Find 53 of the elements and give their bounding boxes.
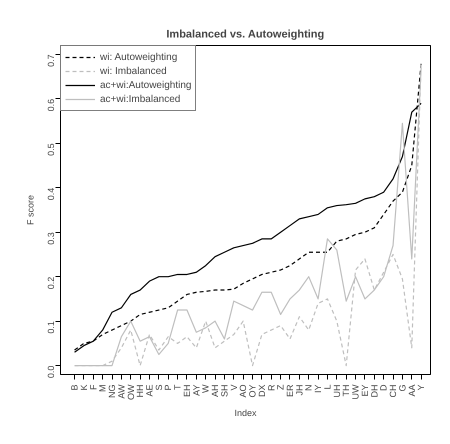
x-tick-label: L xyxy=(322,384,332,390)
x-tick-label: AE xyxy=(144,384,154,397)
legend-label: wi: Imbalanced xyxy=(100,66,167,76)
x-tick-label: AA xyxy=(406,384,417,397)
x-tick-label: V xyxy=(228,384,239,391)
x-tick-label: JH xyxy=(294,384,304,396)
y-axis-title: F score xyxy=(26,194,36,226)
x-tick-label: M xyxy=(98,384,108,392)
x-tick-label: T xyxy=(172,384,183,390)
y-tick-label: 0.0 xyxy=(46,366,56,378)
legend-label: ac+wi:Autoweighting xyxy=(100,80,192,90)
x-tick-label: Z xyxy=(276,384,286,390)
y-tick-label: 0.3 xyxy=(46,232,56,245)
x-tick-label: EY xyxy=(360,384,370,397)
x-tick-label: SH xyxy=(219,384,230,397)
x-tick-label: R xyxy=(266,384,276,391)
y-tick-label: 0.1 xyxy=(46,321,56,334)
x-tick-label: UH xyxy=(332,384,342,398)
x-tick-label: NG xyxy=(107,384,118,398)
y-tick-label: 0.6 xyxy=(46,98,56,112)
chart-title: Imbalanced vs. Autoweighting xyxy=(166,28,324,40)
x-tick-label: Y xyxy=(416,384,426,391)
x-tick-label: P xyxy=(163,384,174,391)
x-tick-label: TH xyxy=(341,384,352,396)
x-tick-label: OW xyxy=(126,384,136,400)
x-tick-label: D xyxy=(378,384,389,391)
x-tick-label: DH xyxy=(369,384,380,398)
x-tick-label: IY xyxy=(313,384,324,394)
x-tick-label: AO xyxy=(238,384,248,398)
x-tick-label: W xyxy=(200,384,211,393)
legend-label: ac+wi:Imbalanced xyxy=(100,94,180,104)
x-tick-label: G xyxy=(397,384,408,392)
x-tick-label: EH xyxy=(182,384,192,397)
y-tick-label: 0.2 xyxy=(46,276,56,290)
legend-label: wi: Autoweighting xyxy=(100,52,178,62)
x-axis-title: Index xyxy=(234,408,258,418)
x-tick-label: N xyxy=(304,384,314,391)
y-tick-label: 0.5 xyxy=(46,143,56,156)
x-tick-label: B xyxy=(70,384,80,391)
x-tick-label: CH xyxy=(388,384,398,398)
x-tick-label: F xyxy=(88,384,98,390)
y-tick-label: 0.4 xyxy=(46,188,56,200)
x-tick-label: DX xyxy=(256,384,267,397)
x-tick-label: ER xyxy=(284,384,295,397)
x-tick-label: HH xyxy=(135,384,146,398)
x-tick-label: AH xyxy=(210,384,220,397)
x-tick-label: OY xyxy=(248,384,258,398)
x-tick-label: K xyxy=(78,384,89,391)
x-tick-label: S xyxy=(154,384,164,391)
x-tick-label: AW xyxy=(116,384,126,399)
x-tick-label: UW xyxy=(350,384,361,400)
y-tick-label: 0.7 xyxy=(46,54,56,67)
x-tick-label: AY xyxy=(191,384,202,396)
